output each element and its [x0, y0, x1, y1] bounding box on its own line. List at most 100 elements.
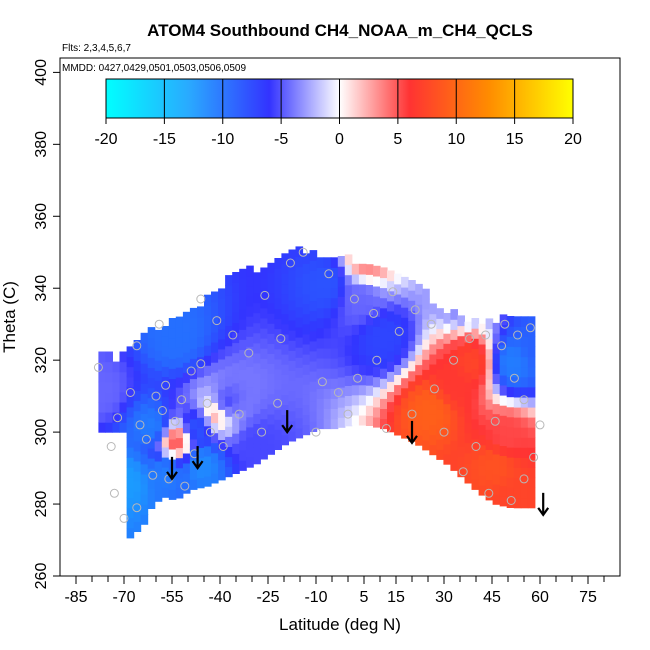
heatmap-cell	[351, 344, 360, 355]
sample-point	[410, 305, 420, 315]
heatmap-cell	[98, 371, 106, 383]
heatmap-cell	[175, 316, 184, 328]
heatmap-cell	[499, 334, 508, 346]
heatmap-cell	[309, 391, 318, 402]
heatmap-cell	[506, 356, 515, 367]
heatmap-cell	[197, 437, 205, 448]
heatmap-cell	[112, 361, 121, 373]
heatmap-cell	[499, 344, 508, 356]
heatmap-cell	[394, 283, 402, 295]
heatmap-cell	[387, 381, 395, 392]
heatmap-cell	[401, 387, 409, 399]
heatmap-cell	[450, 399, 458, 411]
heatmap-cell	[323, 418, 332, 430]
heatmap-cell	[189, 388, 198, 400]
heatmap-cell	[260, 408, 268, 420]
heatmap-cell	[499, 384, 508, 396]
heatmap-cell	[492, 474, 501, 485]
heatmap-cell	[133, 350, 142, 361]
heatmap-cell	[232, 272, 240, 283]
heatmap-cell	[358, 354, 367, 366]
heatmap-cell	[401, 297, 409, 308]
heatmap-cell	[239, 369, 247, 381]
heatmap-cell	[211, 422, 219, 434]
heatmap-cell	[506, 316, 515, 327]
heatmap-cell	[344, 294, 353, 306]
heatmap-cell	[267, 282, 275, 294]
heatmap-cell	[408, 390, 416, 402]
heatmap-cell	[344, 314, 353, 326]
flights-label: Flts: 2,3,4,5,6,7	[62, 43, 131, 54]
heatmap-cell	[457, 436, 465, 447]
heatmap-cell	[457, 335, 465, 347]
heatmap-cell	[394, 354, 402, 365]
heatmap-cell	[436, 348, 444, 360]
heatmap-cell	[211, 462, 219, 474]
heatmap-cell	[422, 288, 430, 300]
heatmap-cell	[204, 345, 212, 356]
heatmap-cell	[246, 457, 254, 468]
heatmap-cell	[316, 267, 325, 279]
heatmap-cell	[140, 423, 149, 435]
heatmap-cell	[189, 448, 198, 460]
heatmap-cell	[168, 448, 177, 460]
heatmap-cell	[126, 437, 135, 448]
heatmap-cell	[274, 308, 282, 320]
heatmap-cell	[204, 324, 212, 336]
heatmap-cell	[457, 375, 465, 387]
heatmap-cell	[133, 450, 142, 462]
x-tick-label: 30	[435, 589, 453, 606]
heatmap-cell	[492, 353, 501, 364]
heatmap-cell	[295, 286, 304, 298]
heatmap-cell	[295, 397, 304, 409]
heatmap-cell	[253, 292, 261, 304]
heatmap-cell	[330, 337, 339, 349]
heatmap-cell	[140, 504, 149, 515]
heatmap-cell	[408, 370, 416, 382]
heatmap-cell	[316, 337, 325, 349]
heatmap-cell	[246, 426, 254, 438]
heatmap-cell	[408, 280, 416, 291]
heatmap-cell	[492, 443, 501, 455]
heatmap-cell	[204, 425, 212, 437]
heatmap-cell	[133, 521, 142, 532]
heatmap-cell	[225, 365, 233, 377]
heatmap-cell	[147, 427, 156, 439]
heatmap-cell	[323, 257, 332, 268]
heatmap-cell	[246, 285, 254, 297]
x-tick-label: -25	[256, 589, 279, 606]
heatmap-cell	[253, 393, 261, 404]
heatmap-cell	[267, 373, 275, 385]
x-tick-label: -10	[304, 589, 327, 606]
heatmap-cell	[513, 356, 522, 368]
sample-point	[372, 355, 382, 365]
heatmap-cell	[429, 384, 437, 395]
heatmap-cell	[98, 422, 106, 433]
heatmap-cell	[492, 322, 501, 334]
heatmap-cell	[189, 348, 198, 359]
heatmap-cell	[253, 453, 261, 465]
heatmap-cell	[309, 421, 318, 432]
heatmap-cell	[182, 392, 191, 404]
heatmap-cell	[316, 347, 325, 359]
heatmap-cell	[309, 330, 318, 342]
heatmap-cell	[281, 323, 289, 335]
heatmap-cell	[429, 303, 437, 315]
heatmap-cell	[225, 406, 233, 417]
heatmap-cell	[513, 326, 522, 338]
heatmap-cell	[182, 412, 191, 424]
heatmap-cell	[506, 477, 515, 488]
heatmap-cell	[464, 432, 473, 444]
heatmap-cell	[225, 295, 233, 306]
heatmap-cell	[429, 313, 437, 325]
heatmap-cell	[471, 408, 480, 420]
heatmap-cell	[323, 378, 332, 389]
heatmap-cell	[197, 356, 205, 368]
heatmap-cell	[520, 356, 529, 368]
heatmap-cell	[147, 468, 156, 479]
heatmap-cell	[211, 442, 219, 454]
heatmap-cell	[119, 401, 128, 413]
heatmap-cell	[471, 448, 480, 460]
heatmap-cell	[457, 416, 465, 427]
heatmap-cell	[295, 417, 304, 429]
